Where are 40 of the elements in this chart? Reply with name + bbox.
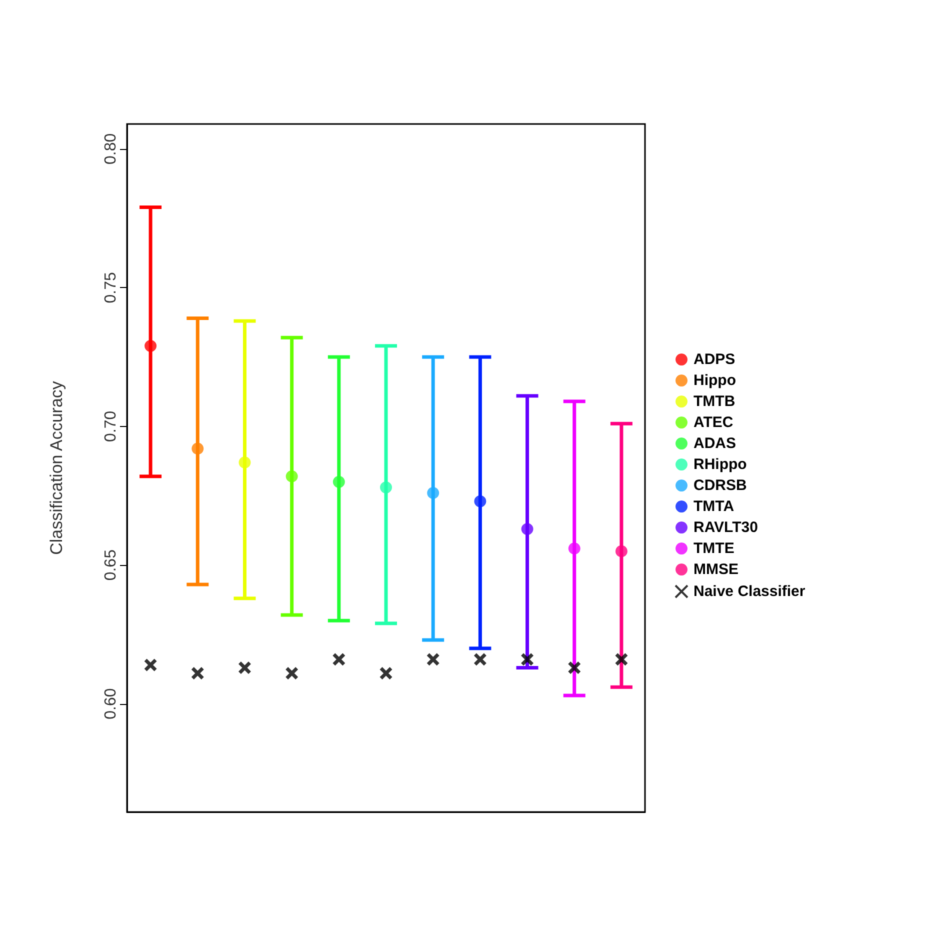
y-tick-label: 0.80 [102, 133, 120, 165]
point [332, 476, 345, 488]
y-axis-title: Classification Accuracy [47, 380, 66, 555]
point [332, 652, 346, 666]
legend-label: ATEC [694, 414, 734, 431]
legend-label: ADAS [694, 435, 736, 452]
point [238, 456, 251, 468]
point [614, 652, 628, 666]
point [144, 658, 158, 672]
point [426, 652, 440, 666]
point [521, 523, 534, 536]
point [520, 652, 534, 666]
point [379, 666, 393, 680]
point [427, 486, 440, 499]
legend-label: TMTA [694, 498, 734, 515]
point [144, 340, 157, 352]
point [568, 542, 580, 554]
y-tick-label: 0.65 [102, 549, 120, 581]
point [568, 660, 582, 674]
point [473, 652, 487, 666]
y-tick-label: 0.60 [102, 688, 120, 720]
point [380, 481, 392, 494]
y-tick-label: 0.70 [102, 410, 120, 442]
legend-label: TMTE [694, 540, 734, 557]
legend-label: CDRSB [694, 477, 747, 494]
y-tick-label: 0.75 [102, 272, 120, 304]
legend-label: ADPS [694, 351, 736, 368]
point [615, 545, 628, 558]
point [238, 660, 252, 674]
legend-label: RHippo [694, 456, 747, 473]
legend-label: Naive Classifier [694, 583, 806, 600]
legend-label: RAVLT30 [694, 519, 758, 536]
point [285, 666, 299, 680]
point [286, 470, 298, 482]
point [190, 666, 204, 680]
legend-label: MMSE [694, 561, 738, 578]
point [474, 495, 486, 508]
point [192, 442, 204, 455]
legend-label: Hippo [694, 372, 736, 389]
legend-label: TMTB [694, 393, 736, 410]
